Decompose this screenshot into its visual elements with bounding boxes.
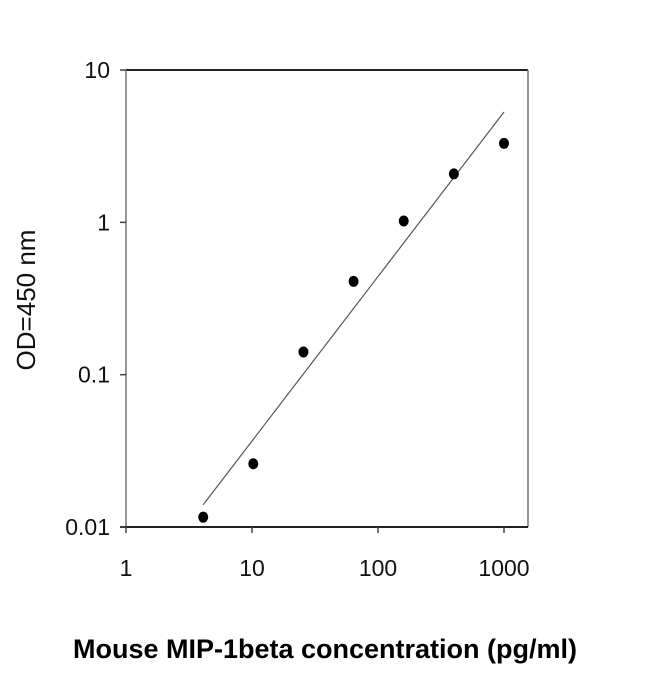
data-point <box>298 346 309 358</box>
y-tick-label: 0.01 <box>65 514 110 540</box>
y-tick-label: 1 <box>97 209 110 235</box>
x-tick-label: 10 <box>239 555 265 581</box>
x-tick-label: 1 <box>120 555 133 581</box>
data-point <box>348 275 359 287</box>
data-points <box>198 137 509 523</box>
y-ticks: 0.01 0.1 1 10 <box>65 57 126 540</box>
y-tick-label: 10 <box>84 57 110 83</box>
data-point <box>499 137 509 149</box>
data-point <box>448 168 459 180</box>
x-tick-label: 1000 <box>478 555 529 581</box>
y-axis-label: OD=450 nm <box>11 230 41 371</box>
data-point <box>248 458 259 470</box>
y-tick-label: 0.1 <box>78 362 110 388</box>
data-point <box>398 215 409 227</box>
x-tick-label: 100 <box>359 555 397 581</box>
fit-line <box>202 111 505 506</box>
x-axis-label: Mouse MIP-1beta concentration (pg/ml) <box>73 634 577 664</box>
plot-frame <box>120 69 529 528</box>
x-ticks: 1 10 100 1000 <box>120 527 530 581</box>
data-point <box>198 511 209 523</box>
